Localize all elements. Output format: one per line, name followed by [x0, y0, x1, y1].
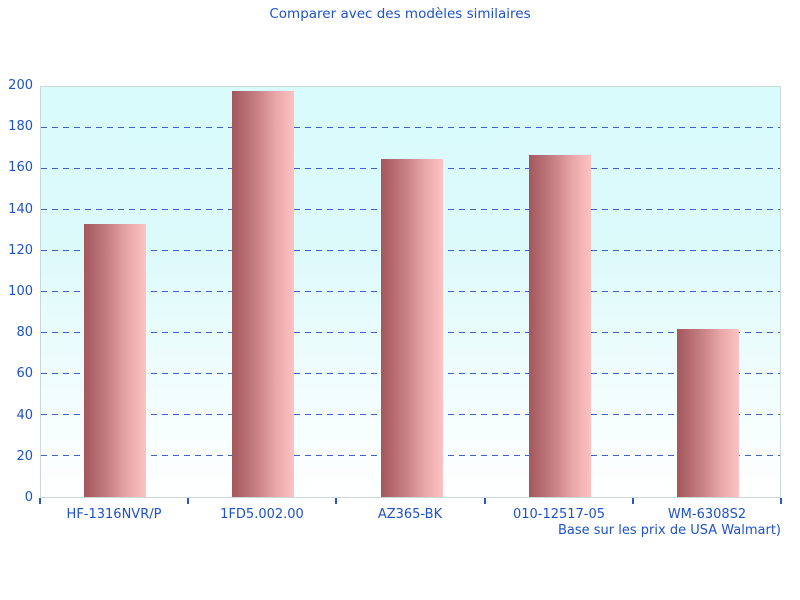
x-axis-tick [632, 498, 634, 504]
y-tick-label-100: 100 [8, 284, 33, 299]
y-tick-label-40: 40 [16, 408, 33, 423]
y-tick-label-140: 140 [8, 202, 33, 217]
x-axis-tick [335, 498, 337, 504]
chart-title: Comparer avec des modèles similaires [269, 6, 531, 22]
bar-010-12517-05 [529, 154, 591, 497]
bar-WM-6308S2 [677, 328, 739, 497]
x-axis-tick [484, 498, 486, 504]
y-tick-label-180: 180 [8, 119, 33, 134]
x-axis-tick [187, 498, 189, 504]
x-category-label-HF-1316NVR/P: HF-1316NVR/P [66, 507, 162, 522]
bar-AZ365-BK [381, 158, 443, 497]
y-tick-label-120: 120 [8, 243, 33, 258]
x-category-label-AZ365-BK: AZ365-BK [377, 507, 443, 522]
bar-1FD5.002.00 [232, 91, 294, 497]
chart-caption: Base sur les prix de USA Walmart) [558, 523, 781, 538]
y-tick-label-60: 60 [16, 366, 33, 381]
gridline-180 [41, 127, 780, 128]
x-category-label-WM-6308S2: WM-6308S2 [667, 507, 747, 522]
y-tick-label-0: 0 [24, 490, 33, 505]
bar-HF-1316NVR/P [84, 224, 146, 497]
y-tick-label-160: 160 [8, 160, 33, 175]
y-tick-label-200: 200 [8, 78, 33, 93]
x-category-label-1FD5.002.00: 1FD5.002.00 [220, 507, 304, 522]
y-tick-label-20: 20 [16, 449, 33, 464]
x-category-label-010-12517-05: 010-12517-05 [512, 507, 606, 522]
x-axis-tick [39, 498, 41, 504]
plot-area [40, 86, 781, 498]
y-tick-label-80: 80 [16, 325, 33, 340]
x-axis-tick [780, 498, 782, 504]
